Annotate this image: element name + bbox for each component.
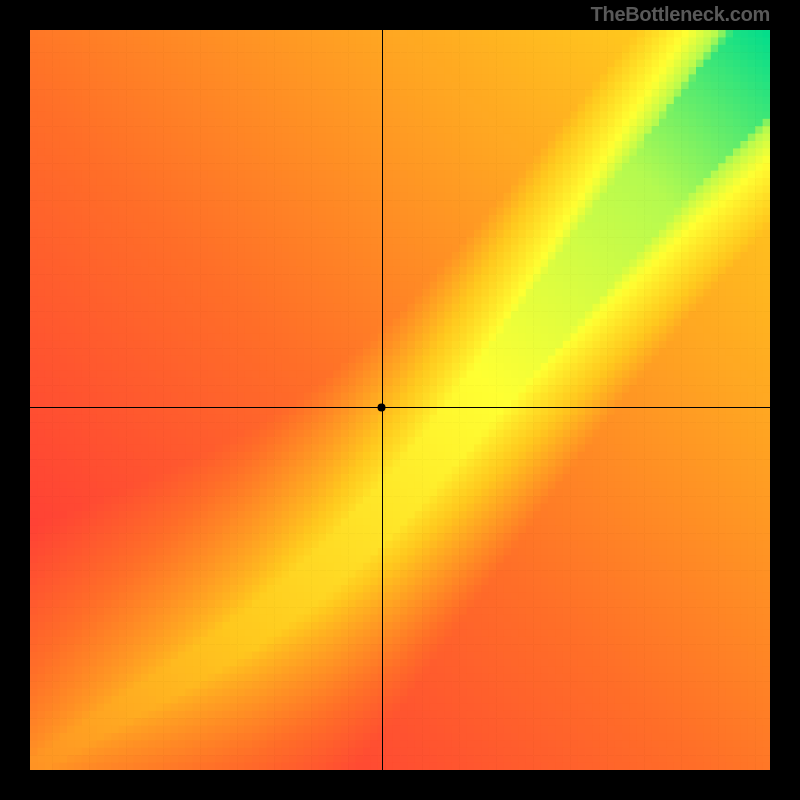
crosshair-overlay — [30, 30, 770, 770]
watermark-text: TheBottleneck.com — [591, 4, 770, 27]
heatmap-plot — [30, 30, 770, 770]
chart-container: TheBottleneck.com — [0, 0, 800, 800]
